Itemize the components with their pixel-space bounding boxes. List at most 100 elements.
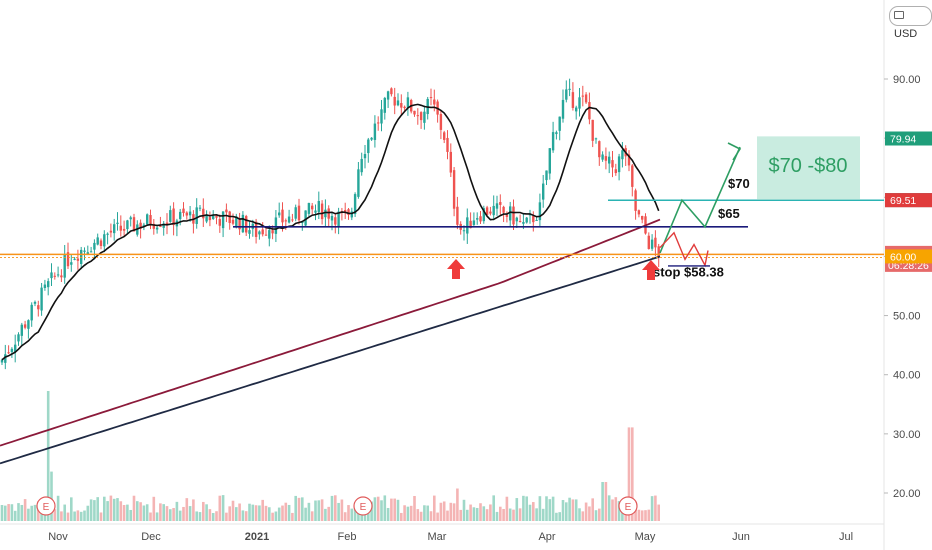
moving-averages <box>0 103 661 465</box>
volume-bar <box>244 511 248 521</box>
candle <box>551 132 555 151</box>
stop-label: stop $58.38 <box>653 265 724 280</box>
candle <box>284 220 287 222</box>
candle <box>360 158 363 173</box>
volume-bar <box>172 508 175 521</box>
volume-bar <box>327 506 330 521</box>
volume-bar <box>611 499 614 521</box>
candle <box>198 207 202 209</box>
price-badge <box>885 249 932 264</box>
volume-bar <box>466 509 469 521</box>
volume-bar <box>274 511 278 521</box>
candle <box>429 97 433 99</box>
volume-bar <box>640 510 644 521</box>
candle <box>205 215 208 222</box>
candle <box>241 214 245 233</box>
volume-bar <box>393 498 396 521</box>
up-arrow-icon <box>642 260 660 280</box>
volume-bar <box>380 500 383 521</box>
x-tick-label: Feb <box>338 531 357 543</box>
candle <box>287 216 291 223</box>
candle <box>96 237 99 245</box>
candle <box>278 212 281 216</box>
candle <box>132 217 136 232</box>
volume-bar <box>485 509 489 521</box>
candle <box>621 150 624 160</box>
volume-bar <box>376 496 380 521</box>
candle <box>489 211 492 214</box>
volume-bar <box>650 496 654 521</box>
candle <box>83 250 86 252</box>
volume-bar <box>413 495 416 521</box>
volume-bar <box>357 511 360 521</box>
volume-bar <box>558 512 561 521</box>
volume-bar <box>304 507 307 521</box>
volume-bar <box>195 511 198 521</box>
target-box <box>757 136 860 200</box>
candle <box>14 344 17 353</box>
candle <box>614 169 617 174</box>
volume-bar <box>535 508 538 521</box>
price-axis[interactable]: 90.0080.0070.0060.0050.0040.0030.0020.00… <box>884 74 932 500</box>
volume-bar <box>532 502 535 521</box>
candle <box>330 215 334 221</box>
candle <box>37 305 40 310</box>
volume-bar <box>409 505 413 521</box>
volume-bar <box>482 506 486 521</box>
volume-bar <box>396 499 400 521</box>
volume-bar <box>522 495 525 521</box>
volume-bar <box>317 500 321 521</box>
candle <box>386 91 390 100</box>
volume-bar <box>644 510 647 521</box>
volume-bar <box>23 499 27 521</box>
volume-bar <box>103 496 106 521</box>
candle <box>155 227 159 230</box>
candle <box>162 223 165 228</box>
y-tick-label: 30.00 <box>893 429 921 441</box>
candle <box>245 216 248 233</box>
currency-badge[interactable]: USD <box>889 6 932 40</box>
volume-bar <box>614 497 618 521</box>
sma-100-line <box>0 218 661 447</box>
volume-bar <box>657 504 660 521</box>
candle <box>403 106 406 109</box>
candle <box>469 220 472 229</box>
candle <box>647 235 650 249</box>
volume-bar <box>416 509 420 521</box>
candle <box>406 97 410 108</box>
candle <box>291 219 294 221</box>
candle <box>109 230 113 233</box>
volume-bar <box>565 502 568 521</box>
candle <box>317 200 320 212</box>
candle <box>334 217 337 225</box>
x-tick-label: Nov <box>48 531 68 543</box>
candle <box>370 137 373 140</box>
candle <box>594 138 598 140</box>
candle <box>7 352 10 354</box>
candle <box>268 230 271 239</box>
candle <box>518 221 522 223</box>
time-axis[interactable]: Nov Dec 2021 Feb Mar Apr May Jun Jul <box>48 531 853 543</box>
grid <box>0 0 885 550</box>
candle <box>311 205 314 210</box>
candle <box>126 220 129 230</box>
volume-bar <box>340 499 344 521</box>
candle <box>129 217 132 220</box>
volume-bar <box>159 503 162 521</box>
volume-bar <box>145 504 149 521</box>
candle <box>565 89 568 100</box>
volume-bar <box>119 501 123 521</box>
price-badge-label: 79.94 <box>890 133 916 145</box>
candle <box>413 110 416 115</box>
volume-bar <box>56 495 60 521</box>
candle <box>43 284 47 288</box>
y-tick-label: 50.00 <box>893 311 921 323</box>
volume-bar <box>93 500 96 521</box>
volume-bar <box>248 503 251 521</box>
volume-bar <box>4 505 7 521</box>
candle <box>70 262 73 265</box>
price-badge <box>885 131 932 146</box>
volume-bar <box>89 499 93 521</box>
candle <box>66 252 70 267</box>
